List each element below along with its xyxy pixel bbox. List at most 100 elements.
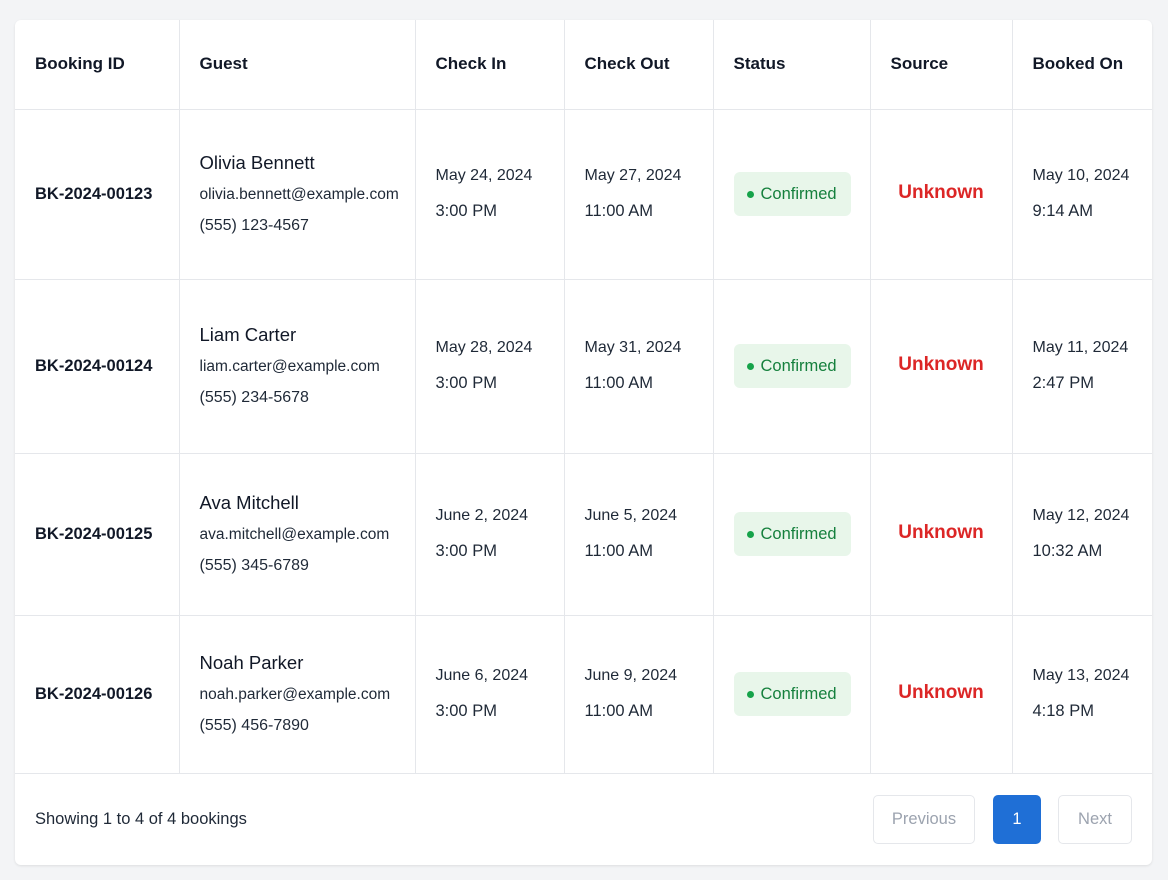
booked-on-time: 4:18 PM [1032, 702, 1094, 721]
bookings-table: Booking ID Guest Check In Check Out Stat… [15, 20, 1152, 774]
check-out-time: 11:00 AM [584, 202, 654, 221]
source-label: Unknown [898, 353, 984, 375]
status-label: Confirmed [760, 524, 837, 543]
guest-phone[interactable]: (555) 345-6789 [199, 557, 309, 574]
booked-on-cell: May 13, 2024 4:18 PM [1012, 615, 1152, 774]
header-source[interactable]: Source [870, 20, 1013, 110]
check-in-date: June 2, 2024 [435, 507, 529, 525]
status-badge: Confirmed [733, 344, 851, 388]
table-row[interactable]: BK-2024-00125 Ava Mitchell ava.mitchell@… [15, 453, 1152, 616]
booking-id[interactable]: BK-2024-00126 [15, 615, 180, 774]
booking-id[interactable]: BK-2024-00125 [15, 453, 180, 616]
source-cell: Unknown [870, 615, 1013, 774]
booked-on-cell: May 12, 2024 10:32 AM [1012, 453, 1152, 616]
check-out-time: 11:00 AM [584, 374, 654, 393]
table-footer: Showing 1 to 4 of 4 bookings Previous 1 … [15, 773, 1152, 865]
check-out-time: 11:00 AM [584, 542, 654, 561]
status-badge: Confirmed [733, 672, 851, 716]
status-badge: Confirmed [733, 172, 851, 216]
booked-on-cell: May 10, 2024 9:14 AM [1012, 109, 1152, 280]
check-in-cell: June 2, 2024 3:00 PM [415, 453, 565, 616]
check-out-cell: May 27, 2024 11:00 AM [564, 109, 714, 280]
check-out-date: June 9, 2024 [584, 667, 678, 685]
booked-on-time: 10:32 AM [1032, 542, 1103, 561]
guest-name: Noah Parker [199, 652, 304, 673]
status-cell: Confirmed [713, 453, 871, 616]
guest-name: Liam Carter [199, 324, 297, 345]
guest-email[interactable]: liam.carter@example.com [199, 357, 380, 375]
table-row[interactable]: BK-2024-00126 Noah Parker noah.parker@ex… [15, 615, 1152, 774]
source-label: Unknown [898, 521, 984, 543]
header-check-out[interactable]: Check Out [564, 20, 714, 110]
guest-email[interactable]: noah.parker@example.com [199, 685, 391, 703]
booking-id[interactable]: BK-2024-00123 [15, 109, 180, 280]
guest-name: Ava Mitchell [199, 492, 299, 513]
guest-phone[interactable]: (555) 234-5678 [199, 389, 309, 406]
guest-phone[interactable]: (555) 123-4567 [199, 217, 309, 234]
booked-on-cell: May 11, 2024 2:47 PM [1012, 279, 1152, 454]
check-out-cell: June 5, 2024 11:00 AM [564, 453, 714, 616]
booked-on-date: May 10, 2024 [1032, 167, 1130, 185]
status-label: Confirmed [760, 184, 837, 203]
check-in-date: May 28, 2024 [435, 339, 533, 357]
check-in-cell: June 6, 2024 3:00 PM [415, 615, 565, 774]
header-booked-on[interactable]: Booked On [1012, 20, 1152, 110]
booked-on-date: May 13, 2024 [1032, 667, 1130, 685]
check-out-date: June 5, 2024 [584, 507, 678, 525]
check-out-cell: May 31, 2024 11:00 AM [564, 279, 714, 454]
previous-page-button[interactable]: Previous [873, 794, 975, 844]
check-out-cell: June 9, 2024 11:00 AM [564, 615, 714, 774]
check-out-date: May 27, 2024 [584, 167, 682, 185]
header-status[interactable]: Status [713, 20, 871, 110]
booked-on-time: 2:47 PM [1032, 374, 1094, 393]
header-check-in[interactable]: Check In [415, 20, 565, 110]
booking-id[interactable]: BK-2024-00124 [15, 279, 180, 454]
status-badge: Confirmed [733, 512, 851, 556]
check-out-date: May 31, 2024 [584, 339, 682, 357]
guest-name: Olivia Bennett [199, 152, 315, 173]
source-cell: Unknown [870, 279, 1013, 454]
source-label: Unknown [898, 181, 984, 203]
guest-cell: Noah Parker noah.parker@example.com (555… [179, 615, 416, 774]
table-row[interactable]: BK-2024-00124 Liam Carter liam.carter@ex… [15, 279, 1152, 454]
status-cell: Confirmed [713, 615, 871, 774]
status-label: Confirmed [760, 356, 837, 375]
check-in-time: 3:00 PM [435, 202, 497, 221]
check-in-cell: May 24, 2024 3:00 PM [415, 109, 565, 280]
check-in-time: 3:00 PM [435, 702, 497, 721]
guest-email[interactable]: ava.mitchell@example.com [199, 525, 390, 543]
status-dot-icon [746, 530, 754, 538]
booked-on-date: May 11, 2024 [1032, 339, 1129, 357]
status-cell: Confirmed [713, 109, 871, 280]
table-row[interactable]: BK-2024-00123 Olivia Bennett olivia.benn… [15, 109, 1152, 280]
guest-cell: Ava Mitchell ava.mitchell@example.com (5… [179, 453, 416, 616]
guest-cell: Liam Carter liam.carter@example.com (555… [179, 279, 416, 454]
check-in-date: June 6, 2024 [435, 667, 529, 685]
check-in-date: May 24, 2024 [435, 167, 533, 185]
check-in-cell: May 28, 2024 3:00 PM [415, 279, 565, 454]
pagination: Previous 1 Next [873, 794, 1132, 844]
status-dot-icon [746, 190, 754, 198]
header-guest[interactable]: Guest [179, 20, 416, 110]
status-label: Confirmed [760, 684, 837, 703]
next-page-button[interactable]: Next [1058, 794, 1132, 844]
booked-on-date: May 12, 2024 [1032, 507, 1130, 525]
guest-cell: Olivia Bennett olivia.bennett@example.co… [179, 109, 416, 280]
table-header-row: Booking ID Guest Check In Check Out Stat… [15, 20, 1152, 110]
source-cell: Unknown [870, 453, 1013, 616]
page-1-button[interactable]: 1 [993, 794, 1041, 844]
guest-email[interactable]: olivia.bennett@example.com [199, 185, 399, 203]
status-cell: Confirmed [713, 279, 871, 454]
source-cell: Unknown [870, 109, 1013, 280]
check-out-time: 11:00 AM [584, 702, 654, 721]
header-booking-id[interactable]: Booking ID [15, 20, 180, 110]
status-dot-icon [746, 362, 754, 370]
bookings-card: Booking ID Guest Check In Check Out Stat… [15, 20, 1152, 865]
guest-phone[interactable]: (555) 456-7890 [199, 717, 309, 734]
status-dot-icon [746, 690, 754, 698]
source-label: Unknown [898, 681, 984, 703]
check-in-time: 3:00 PM [435, 542, 497, 561]
pagination-summary: Showing 1 to 4 of 4 bookings [35, 809, 247, 828]
booked-on-time: 9:14 AM [1032, 202, 1094, 221]
check-in-time: 3:00 PM [435, 374, 497, 393]
